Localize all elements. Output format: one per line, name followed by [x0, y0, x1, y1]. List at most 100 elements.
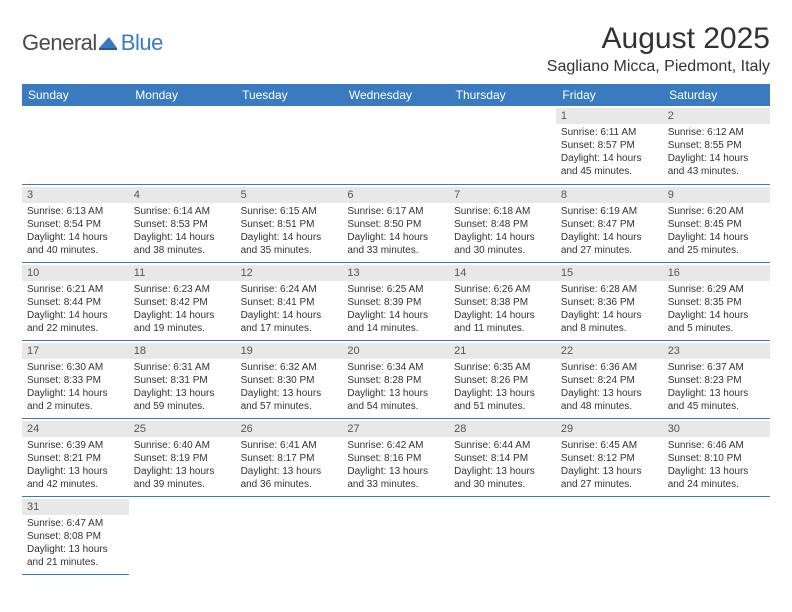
sunset-text: Sunset: 8:50 PM: [347, 218, 444, 231]
sunset-text: Sunset: 8:42 PM: [134, 296, 231, 309]
daylight-text: and 30 minutes.: [454, 244, 551, 257]
weekday-header: Saturday: [663, 84, 770, 106]
calendar-day-cell: 10Sunrise: 6:21 AMSunset: 8:44 PMDayligh…: [22, 262, 129, 340]
day-number: 22: [556, 343, 663, 359]
day-number: 25: [129, 421, 236, 437]
day-number: 24: [22, 421, 129, 437]
daylight-text: Daylight: 14 hours: [134, 231, 231, 244]
calendar-day-cell: [342, 106, 449, 184]
calendar-day-cell: [236, 496, 343, 574]
daylight-text: and 22 minutes.: [27, 322, 124, 335]
daylight-text: Daylight: 14 hours: [347, 231, 444, 244]
daylight-text: and 14 minutes.: [347, 322, 444, 335]
daylight-text: Daylight: 14 hours: [347, 309, 444, 322]
sunrise-text: Sunrise: 6:28 AM: [561, 283, 658, 296]
sunrise-text: Sunrise: 6:45 AM: [561, 439, 658, 452]
calendar-day-cell: 27Sunrise: 6:42 AMSunset: 8:16 PMDayligh…: [342, 418, 449, 496]
sunset-text: Sunset: 8:35 PM: [668, 296, 765, 309]
day-number: 18: [129, 343, 236, 359]
day-number: 27: [342, 421, 449, 437]
calendar-day-cell: 22Sunrise: 6:36 AMSunset: 8:24 PMDayligh…: [556, 340, 663, 418]
daylight-text: Daylight: 14 hours: [27, 387, 124, 400]
day-number: 5: [236, 187, 343, 203]
day-number: 29: [556, 421, 663, 437]
daylight-text: Daylight: 13 hours: [241, 387, 338, 400]
calendar-day-cell: 7Sunrise: 6:18 AMSunset: 8:48 PMDaylight…: [449, 184, 556, 262]
logo-word1: General: [22, 30, 97, 56]
daylight-text: and 25 minutes.: [668, 244, 765, 257]
daylight-text: Daylight: 14 hours: [668, 152, 765, 165]
sunset-text: Sunset: 8:36 PM: [561, 296, 658, 309]
sunset-text: Sunset: 8:26 PM: [454, 374, 551, 387]
daylight-text: and 19 minutes.: [134, 322, 231, 335]
calendar-day-cell: 28 Sunrise: 6:44 AMSunset: 8:14 PMDayligh…: [449, 418, 556, 496]
daylight-text: and 59 minutes.: [134, 400, 231, 413]
sunrise-text: Sunrise: 6:41 AM: [241, 439, 338, 452]
sunset-text: Sunset: 8:39 PM: [347, 296, 444, 309]
sunset-text: Sunset: 8:31 PM: [134, 374, 231, 387]
day-number: 19: [236, 343, 343, 359]
daylight-text: Daylight: 14 hours: [27, 309, 124, 322]
daylight-text: and 54 minutes.: [347, 400, 444, 413]
calendar-day-cell: 14Sunrise: 6:26 AMSunset: 8:38 PMDayligh…: [449, 262, 556, 340]
sunrise-text: Sunrise: 6:44 AM: [454, 439, 551, 452]
sunset-text: Sunset: 8:55 PM: [668, 139, 765, 152]
sunrise-text: Sunrise: 6:35 AM: [454, 361, 551, 374]
calendar-day-cell: [556, 496, 663, 574]
sunrise-text: Sunrise: 6:23 AM: [134, 283, 231, 296]
daylight-text: and 33 minutes.: [347, 478, 444, 491]
daylight-text: and 39 minutes.: [134, 478, 231, 491]
sunset-text: Sunset: 8:14 PM: [454, 452, 551, 465]
daylight-text: and 11 minutes.: [454, 322, 551, 335]
daylight-text: and 17 minutes.: [241, 322, 338, 335]
day-number: 7: [449, 187, 556, 203]
day-number: 13: [342, 265, 449, 281]
calendar-day-cell: [449, 106, 556, 184]
day-number: 3: [22, 187, 129, 203]
day-number: 10: [22, 265, 129, 281]
calendar-table: Sunday Monday Tuesday Wednesday Thursday…: [22, 84, 770, 575]
sunset-text: Sunset: 8:30 PM: [241, 374, 338, 387]
daylight-text: Daylight: 13 hours: [134, 387, 231, 400]
day-number: 26: [236, 421, 343, 437]
sunset-text: Sunset: 8:47 PM: [561, 218, 658, 231]
daylight-text: Daylight: 13 hours: [454, 465, 551, 478]
daylight-text: and 27 minutes.: [561, 478, 658, 491]
daylight-text: Daylight: 13 hours: [668, 387, 765, 400]
sunrise-text: Sunrise: 6:26 AM: [454, 283, 551, 296]
sunrise-text: Sunrise: 6:30 AM: [27, 361, 124, 374]
daylight-text: and 2 minutes.: [27, 400, 124, 413]
daylight-text: Daylight: 13 hours: [668, 465, 765, 478]
calendar-day-cell: 21Sunrise: 6:35 AMSunset: 8:26 PMDayligh…: [449, 340, 556, 418]
calendar-day-cell: [129, 496, 236, 574]
day-number: 28: [449, 421, 556, 437]
daylight-text: and 35 minutes.: [241, 244, 338, 257]
calendar-day-cell: 31Sunrise: 6:47 AMSunset: 8:08 PMDayligh…: [22, 496, 129, 574]
weekday-header-row: Sunday Monday Tuesday Wednesday Thursday…: [22, 84, 770, 106]
calendar-day-cell: 11Sunrise: 6:23 AMSunset: 8:42 PMDayligh…: [129, 262, 236, 340]
sunrise-text: Sunrise: 6:47 AM: [27, 517, 124, 530]
calendar-day-cell: 8Sunrise: 6:19 AMSunset: 8:47 PMDaylight…: [556, 184, 663, 262]
calendar-day-cell: 1Sunrise: 6:11 AMSunset: 8:57 PMDaylight…: [556, 106, 663, 184]
sunset-text: Sunset: 8:16 PM: [347, 452, 444, 465]
sunrise-text: Sunrise: 6:15 AM: [241, 205, 338, 218]
daylight-text: and 51 minutes.: [454, 400, 551, 413]
daylight-text: Daylight: 14 hours: [668, 309, 765, 322]
sunset-text: Sunset: 8:12 PM: [561, 452, 658, 465]
sunrise-text: Sunrise: 6:32 AM: [241, 361, 338, 374]
sunrise-text: Sunrise: 6:24 AM: [241, 283, 338, 296]
weekday-header: Tuesday: [236, 84, 343, 106]
logo-word2: Blue: [121, 30, 163, 56]
daylight-text: Daylight: 14 hours: [561, 152, 658, 165]
logo: General Blue: [22, 22, 163, 56]
weekday-header: Sunday: [22, 84, 129, 106]
daylight-text: Daylight: 13 hours: [134, 465, 231, 478]
calendar-day-cell: 25Sunrise: 6:40 AMSunset: 8:19 PMDayligh…: [129, 418, 236, 496]
sunrise-text: Sunrise: 6:42 AM: [347, 439, 444, 452]
sunset-text: Sunset: 8:54 PM: [27, 218, 124, 231]
calendar-day-cell: 23Sunrise: 6:37 AMSunset: 8:23 PMDayligh…: [663, 340, 770, 418]
daylight-text: Daylight: 13 hours: [561, 387, 658, 400]
day-number: 12: [236, 265, 343, 281]
sunset-text: Sunset: 8:19 PM: [134, 452, 231, 465]
day-number: 17: [22, 343, 129, 359]
